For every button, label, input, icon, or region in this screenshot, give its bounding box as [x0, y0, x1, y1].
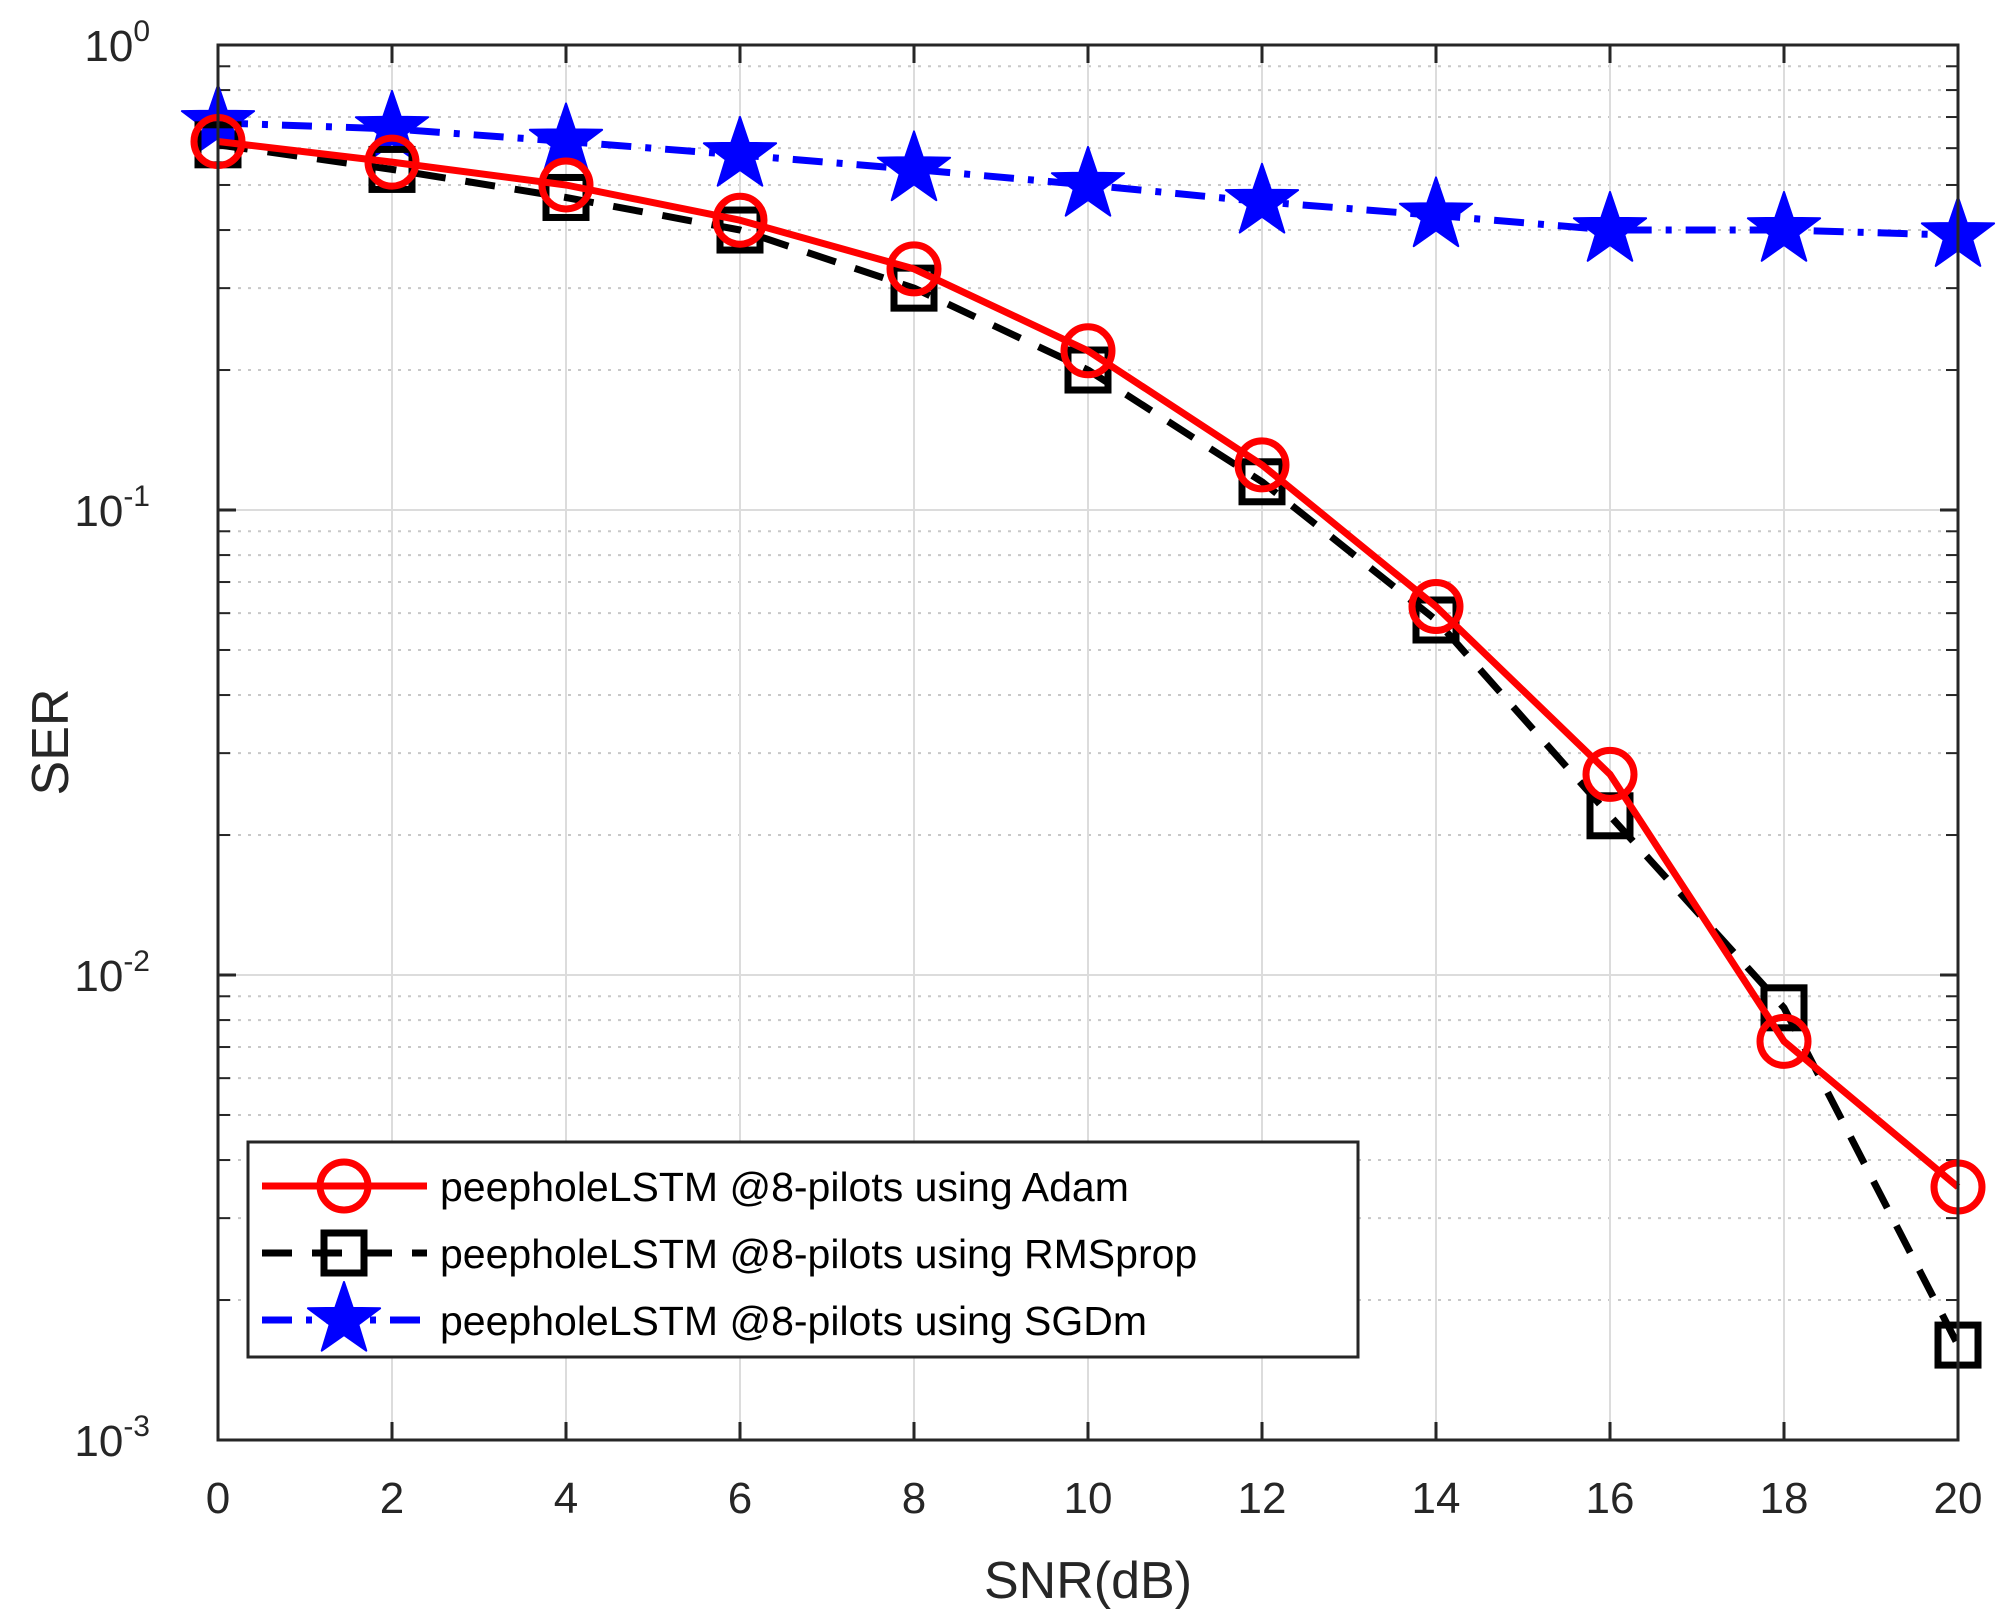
y-tick-exponent: -1 — [123, 480, 150, 513]
data-point-circle — [364, 134, 420, 190]
legend-marker-square — [320, 1229, 368, 1277]
data-point-circle — [712, 192, 768, 248]
x-tick-label: 6 — [728, 1474, 752, 1523]
y-axis-label: SER — [22, 689, 80, 796]
data-point-star — [1050, 146, 1126, 217]
y-tick-exponent: 0 — [133, 15, 150, 48]
series-line — [217, 141, 1962, 1347]
data-point-star — [1746, 191, 1822, 262]
y-tick-label: 10-3 — [74, 1410, 150, 1466]
legend-entry-label: peepholeLSTM @8-pilots using RMSprop — [440, 1231, 1197, 1277]
data-point-circle — [538, 157, 594, 213]
y-tick-label: 100 — [84, 15, 150, 71]
series-circle — [190, 114, 1986, 1215]
legend: peepholeLSTM @8-pilots using Adam peephol… — [246, 1140, 1360, 1359]
x-tick-label: 14 — [1412, 1474, 1461, 1523]
x-tick-label: 10 — [1064, 1474, 1113, 1523]
series-line — [217, 119, 1959, 239]
y-axis-ticks: 100 10-1 10-2 10-3 — [74, 15, 1958, 1466]
legend-marker-star — [306, 1281, 382, 1352]
x-tick-label: 2 — [380, 1474, 404, 1523]
legend-marker-circle — [316, 1158, 372, 1214]
series-line — [217, 138, 1961, 1190]
data-point-star — [1224, 162, 1300, 234]
x-axis-label: SNR(dB) — [984, 1552, 1192, 1610]
x-tick-label: 16 — [1586, 1474, 1635, 1523]
data-point-star — [702, 116, 778, 187]
data-point-circle — [1060, 323, 1116, 379]
x-tick-label: 8 — [902, 1474, 926, 1523]
x-tick-label: 20 — [1934, 1474, 1983, 1523]
legend-entry-label: peepholeLSTM @8-pilots using Adam — [440, 1164, 1129, 1210]
data-point-circle — [1408, 579, 1464, 635]
x-axis-ticks: 0 2 4 6 8 10 12 14 16 18 20 — [206, 45, 1983, 1523]
y-tick-exponent: -2 — [123, 945, 150, 978]
data-point-circle — [1234, 437, 1290, 493]
data-point-star — [528, 102, 604, 174]
data-point-circle — [1756, 1013, 1812, 1069]
y-tick-label: 10-1 — [74, 480, 150, 536]
data-point-star — [354, 89, 430, 161]
data-point-star — [1572, 191, 1648, 262]
data-point-star — [1398, 176, 1474, 248]
x-tick-label: 4 — [554, 1474, 578, 1523]
data-point-circle — [886, 241, 942, 297]
y-tick-label: 10-2 — [74, 945, 150, 1001]
x-tick-label: 18 — [1760, 1474, 1809, 1523]
legend-entry-label: peepholeLSTM @8-pilots using SGDm — [440, 1298, 1147, 1344]
data-point-star — [876, 130, 952, 202]
legend-box — [246, 1140, 1360, 1359]
x-tick-label: 12 — [1238, 1474, 1287, 1523]
x-tick-label: 0 — [206, 1474, 230, 1523]
y-tick-exponent: -3 — [123, 1410, 150, 1443]
data-point-circle — [1582, 746, 1638, 802]
